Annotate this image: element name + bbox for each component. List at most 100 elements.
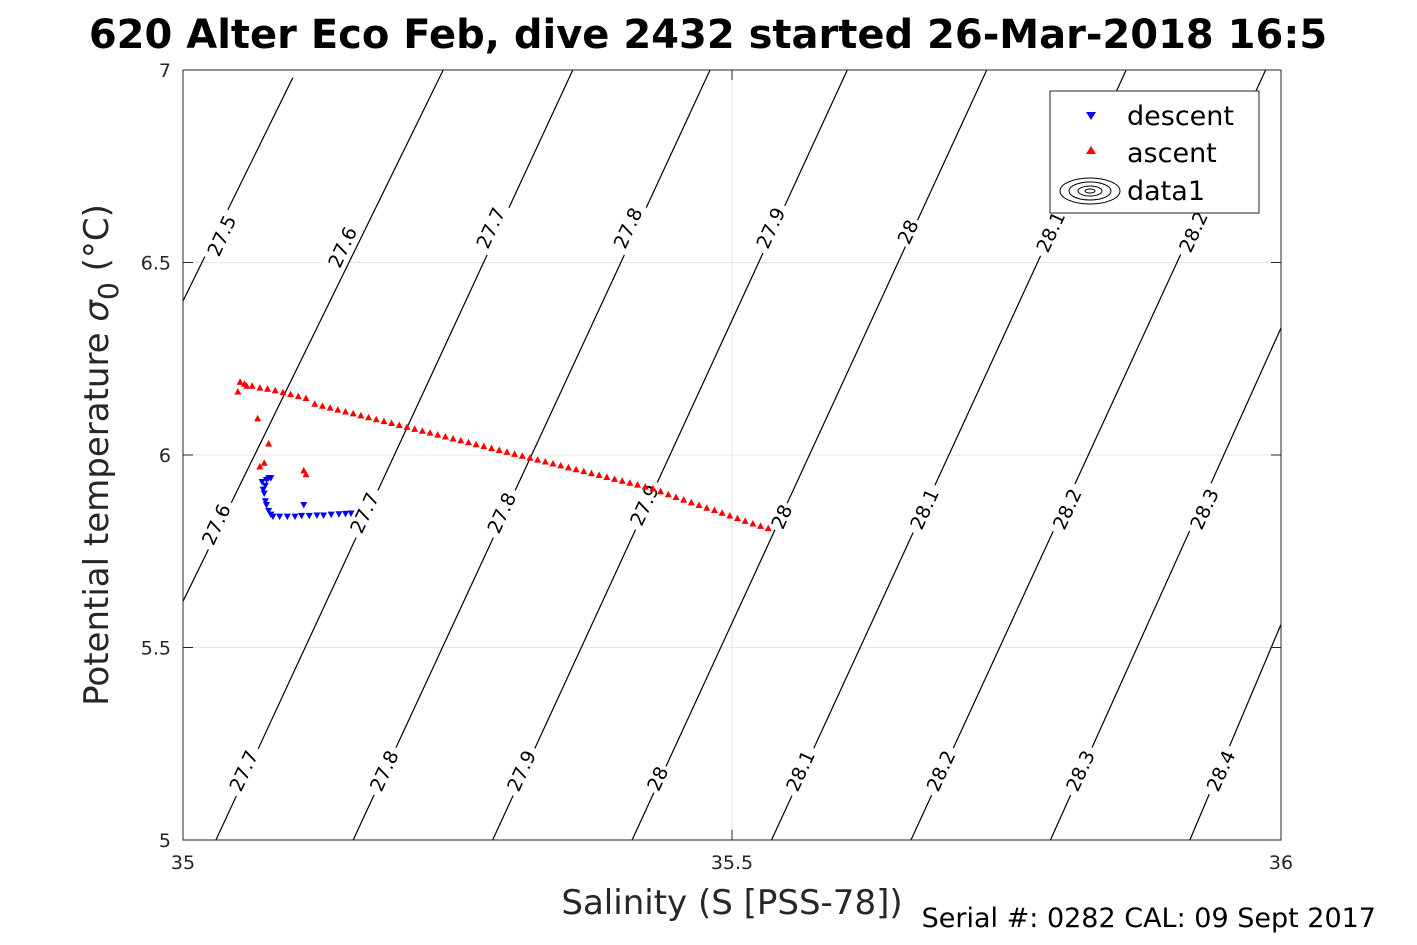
data-series — [234, 378, 772, 532]
contour-line-27-9 — [492, 69, 848, 841]
descent-point — [267, 475, 275, 482]
ascent-point — [611, 475, 619, 482]
contour-line-28-4 — [1189, 624, 1282, 841]
legend-box — [1049, 90, 1260, 214]
contour-label-backing — [320, 218, 363, 275]
contour-label-backing — [902, 480, 945, 537]
ascent-point — [595, 471, 603, 479]
ascent-point — [657, 487, 665, 495]
ascent-point — [380, 417, 388, 425]
axis-ticks: 35 35.5 36 5 5.5 6 6.5 7 — [141, 60, 1293, 874]
ascent-point — [718, 509, 726, 516]
contour-label-backing — [640, 760, 673, 796]
ascent-point — [464, 438, 472, 446]
ascent-point — [271, 386, 279, 394]
descent-point — [258, 478, 266, 486]
ascent-point — [472, 440, 480, 448]
ascent-point — [603, 473, 611, 480]
ascent-point — [511, 450, 519, 457]
y-tick-label: 6 — [159, 445, 171, 467]
ascent-point — [741, 517, 749, 524]
ascent-point — [488, 444, 496, 452]
descent-point — [276, 513, 284, 521]
legend-descent-marker — [1086, 112, 1096, 120]
ascent-point — [680, 496, 688, 503]
contour-label-backing — [748, 199, 791, 256]
descent-point — [320, 512, 328, 519]
ascent-point — [726, 511, 734, 519]
ascent-point — [334, 406, 342, 413]
ascent-point — [695, 501, 703, 509]
contour-label-backing — [1198, 742, 1241, 799]
chart-title: 620 Alter Eco Feb, dive 2432 started 26-… — [89, 12, 1327, 58]
ascent-point — [342, 407, 350, 415]
contour-label-backing — [199, 206, 242, 264]
legend-ascent-marker — [1086, 146, 1096, 154]
ascent-point — [541, 458, 549, 465]
y-axis-label-subscript: 0 — [92, 282, 125, 300]
descent-point — [298, 512, 306, 520]
y-axis-label-sigma: σ — [77, 299, 117, 322]
contour-label-backing — [1045, 480, 1087, 537]
ascent-point — [757, 522, 765, 529]
ascent-point — [703, 504, 711, 511]
x-axis-label: Salinity (S [PSS-78]) — [561, 883, 902, 923]
ascent-point — [749, 520, 757, 527]
contour-label-backing — [221, 742, 264, 799]
ascent-point — [403, 423, 411, 430]
y-axis-label-main: Potential temperature — [77, 322, 117, 706]
contour-line-28 — [631, 69, 988, 841]
legend: descent ascent data1 — [1049, 90, 1260, 214]
ascent-point — [672, 493, 680, 500]
ascent-point — [411, 425, 419, 432]
contour-label-backing — [194, 495, 236, 553]
ascent-point — [388, 419, 396, 427]
ascent-point — [426, 429, 434, 436]
y-tick-label: 5 — [159, 830, 171, 852]
contour-label-backing — [890, 213, 923, 250]
ascent-point — [495, 446, 503, 453]
y-tick-label: 6.5 — [141, 253, 171, 275]
ascent-point — [526, 454, 534, 461]
ascent-point — [264, 385, 272, 392]
contour-label-backing — [362, 742, 404, 799]
ascent-point — [256, 384, 264, 391]
y-axis-label-unit: (°C) — [77, 204, 117, 282]
legend-data1-label: data1 — [1127, 176, 1205, 207]
ascent-point — [234, 387, 242, 395]
ascent-point — [641, 483, 649, 490]
ascent-point — [302, 470, 310, 478]
ascent-point — [518, 452, 526, 459]
descent-point — [327, 511, 335, 519]
contour-label-backing — [1058, 742, 1101, 799]
footer-serial-cal: Serial #: 0282 CAL: 09 Sept 2017 — [922, 903, 1376, 934]
descent-point — [269, 513, 277, 521]
x-tick-label: 35 — [171, 852, 195, 874]
ascent-point — [243, 382, 251, 389]
descent-point — [283, 513, 291, 521]
grid-lines — [183, 70, 1281, 840]
ascent-point — [503, 448, 511, 455]
ascent-point — [634, 481, 642, 488]
legend-descent-label: descent — [1127, 101, 1234, 132]
ascent-point — [265, 439, 273, 447]
contour-label-backing — [1182, 480, 1225, 537]
contour-label-backing — [342, 484, 385, 541]
descent-point — [335, 511, 343, 518]
ascent-point — [534, 456, 542, 463]
ascent-point — [326, 404, 334, 411]
ascent-point — [395, 421, 403, 428]
descent-point — [313, 512, 321, 519]
ascent-point — [449, 434, 457, 442]
ascent-point — [649, 484, 657, 492]
descent-point — [265, 507, 273, 515]
ascent-point — [580, 467, 588, 475]
ascent-point — [626, 479, 634, 486]
y-tick-label: 5.5 — [141, 638, 171, 660]
ascent-point — [434, 431, 442, 438]
ascent-point — [365, 413, 373, 421]
descent-point — [261, 498, 269, 505]
ascent-point — [260, 459, 268, 466]
ascent-point — [687, 498, 695, 506]
